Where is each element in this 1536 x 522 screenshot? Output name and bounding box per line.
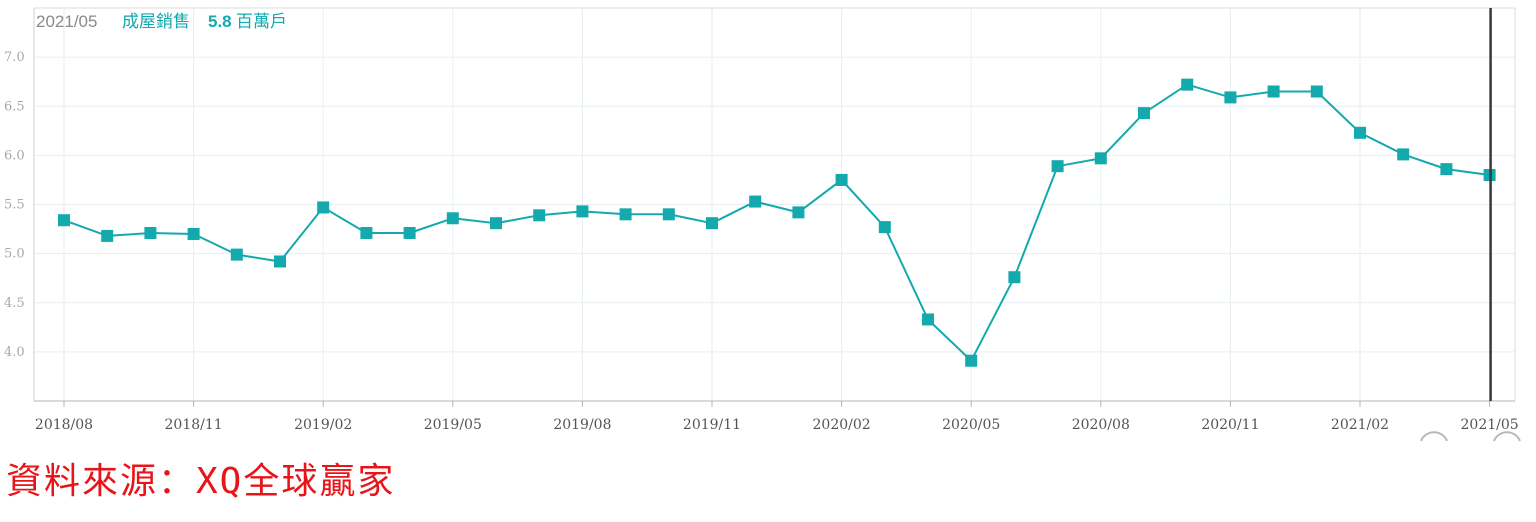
data-point[interactable]: [1181, 78, 1194, 91]
source-note: 資料來源：XQ全球贏家: [6, 461, 396, 502]
data-point[interactable]: [1008, 271, 1021, 284]
zoom-in-icon[interactable]: [1493, 431, 1521, 442]
data-point[interactable]: [1354, 126, 1366, 139]
axes: 4.0 4.5 5.0 5.5 6.0 6.5 7.0 2018/08 2018/11 2019/…: [4, 7, 1519, 433]
data-point[interactable]: [619, 208, 632, 221]
data-point[interactable]: [187, 227, 200, 240]
series-layer: [58, 78, 1496, 367]
data-point[interactable]: [576, 205, 589, 218]
y-tick-label: 4.0: [4, 345, 25, 360]
x-tick-label: 2020/08: [1072, 417, 1130, 433]
y-tick-label: 7.0: [4, 50, 25, 65]
x-tick-label: 2018/08: [35, 417, 93, 433]
x-tick-label: 2018/11: [165, 417, 223, 433]
data-point[interactable]: [230, 248, 243, 261]
data-point[interactable]: [1224, 91, 1237, 104]
data-point[interactable]: [792, 206, 805, 219]
x-tick-label: 2019/11: [683, 417, 741, 433]
header-date: 2021/05: [36, 12, 97, 31]
data-point[interactable]: [1138, 107, 1150, 120]
y-tick-label: 4.5: [4, 296, 25, 311]
header-label: 成屋銷售: [122, 12, 190, 31]
grid: [34, 8, 1515, 401]
data-point[interactable]: [101, 229, 114, 242]
y-tick-label: 5.5: [4, 198, 25, 213]
data-point[interactable]: [1397, 148, 1410, 161]
x-tick-label: 2020/11: [1201, 417, 1259, 433]
data-point[interactable]: [1310, 85, 1323, 98]
x-tick-label: 2020/02: [813, 417, 871, 433]
header: 2021/05 成屋銷售 5.8 百萬戶: [36, 12, 287, 31]
x-tick-label: 2020/05: [942, 417, 1000, 433]
x-tick-label: 2019/08: [553, 417, 611, 433]
data-point[interactable]: [749, 195, 762, 208]
data-point[interactable]: [706, 217, 718, 230]
data-point[interactable]: [1440, 163, 1453, 176]
data-point[interactable]: [1051, 160, 1064, 173]
x-tick-label: 2021/02: [1331, 417, 1389, 433]
data-point[interactable]: [965, 354, 978, 367]
y-tick-label: 5.0: [4, 247, 25, 262]
data-point[interactable]: [1094, 152, 1107, 165]
x-tick-label: 2019/05: [424, 417, 482, 433]
data-point[interactable]: [144, 226, 157, 239]
data-point[interactable]: [360, 226, 373, 239]
series-line: [63, 83, 1490, 363]
y-tick-label: 6.5: [4, 99, 25, 114]
data-point[interactable]: [835, 173, 848, 186]
data-point[interactable]: [878, 221, 891, 234]
x-tick-label: 2021/05: [1461, 417, 1519, 433]
data-point[interactable]: [446, 212, 459, 225]
data-point[interactable]: [403, 226, 416, 239]
data-point[interactable]: [662, 208, 675, 221]
zoom-out-icon[interactable]: [1420, 431, 1448, 442]
data-point[interactable]: [922, 313, 934, 326]
x-tick-label: 2019/02: [294, 417, 352, 433]
data-point[interactable]: [274, 255, 286, 268]
data-point[interactable]: [58, 214, 70, 227]
data-point[interactable]: [533, 209, 546, 222]
header-value: 5.8: [208, 12, 232, 31]
data-point[interactable]: [490, 217, 502, 230]
data-point[interactable]: [1267, 85, 1280, 98]
zoom-controls: [1420, 431, 1521, 442]
data-point[interactable]: [317, 201, 330, 214]
y-tick-label: 6.0: [4, 148, 25, 163]
header-unit: 百萬戶: [236, 12, 287, 31]
